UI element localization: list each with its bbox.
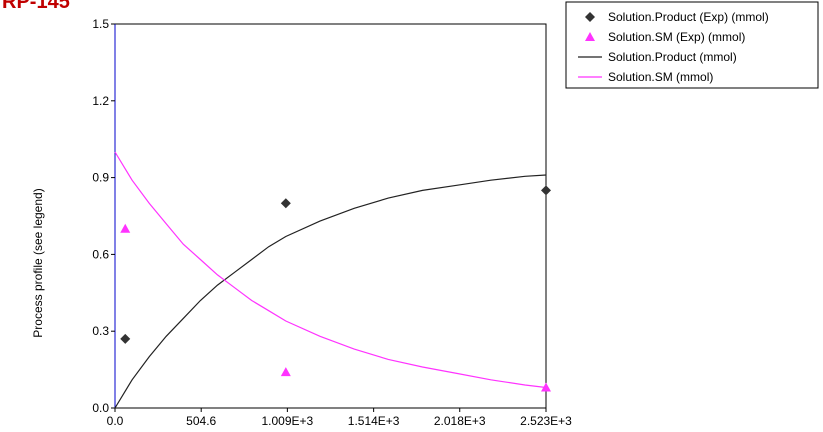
plot-area: 0.0 0.3 0.6 0.9 1.2 1.5 0.0 504.6 1.009E+3 1.514E… <box>92 17 572 428</box>
legend-entry: Solution.SM (Exp) (mmol) <box>608 30 745 44</box>
y-axis-label: Process profile (see legend) <box>31 188 45 337</box>
chart-title: RP-145 <box>2 0 70 13</box>
legend-swatch-triangle <box>585 32 595 41</box>
data-point-diamond <box>280 198 291 209</box>
y-tick-label: 0.3 <box>92 324 109 338</box>
x-tick-label: 2.523E+3 <box>520 414 572 428</box>
legend-entry: Solution.Product (Exp) (mmol) <box>608 10 769 24</box>
legend-entry: Solution.SM (mmol) <box>608 70 713 84</box>
y-tick-label: 0.0 <box>92 401 109 415</box>
series-line <box>114 151 547 389</box>
x-tick-label: 504.6 <box>186 414 216 428</box>
legend-entry: Solution.Product (mmol) <box>608 50 737 64</box>
x-tick-label: 1.514E+3 <box>348 414 400 428</box>
legend-box <box>565 1 819 89</box>
x-tick-label: 0.0 <box>107 414 124 428</box>
legend: Solution.Product (Exp) (mmol) Solution.SM… <box>565 1 819 89</box>
x-tick-label: 1.009E+3 <box>262 414 314 428</box>
data-point-diamond <box>541 185 551 196</box>
x-tick-label: 2.018E+3 <box>434 414 486 428</box>
legend-swatch-diamond <box>585 12 595 22</box>
y-tick-label: 0.6 <box>92 247 109 261</box>
data-point-diamond <box>120 333 131 344</box>
data-point-triangle <box>280 367 291 377</box>
plot-frame <box>114 23 547 409</box>
y-tick-label: 1.2 <box>92 94 109 108</box>
y-tick-label: 0.9 <box>92 171 109 185</box>
series-line <box>114 174 547 409</box>
data-point-triangle <box>120 223 131 233</box>
y-tick-label: 1.5 <box>92 17 109 31</box>
